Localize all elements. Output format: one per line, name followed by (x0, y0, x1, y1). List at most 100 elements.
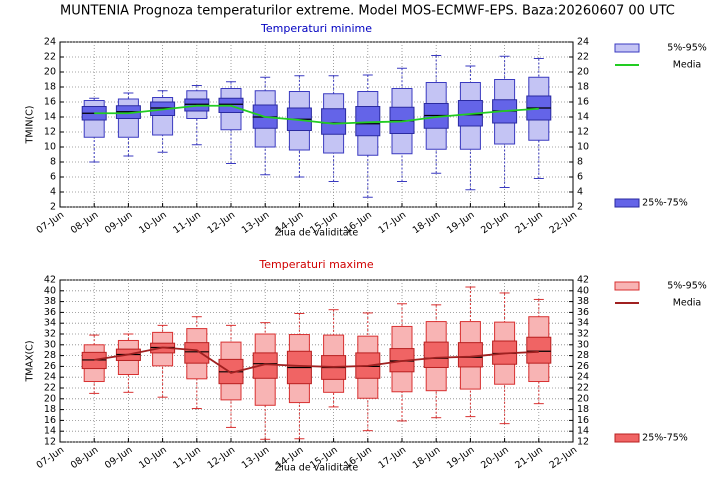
y-tick-label: 40 (44, 285, 56, 296)
y-tick-label: 12 (44, 437, 56, 448)
box-25-75 (184, 342, 210, 364)
x-tick-label: 19-Jun (445, 444, 477, 471)
y-tick-label: 2 (50, 202, 56, 213)
box-25-75 (526, 336, 552, 364)
y-tick-label: 8 (50, 157, 56, 168)
y-tick-label: 34 (577, 318, 589, 329)
x-tick-label: 22-Jun (548, 209, 580, 236)
y-tick-label: 24 (44, 372, 56, 383)
plot-frame (59, 279, 574, 443)
x-tick-label: 11-Jun (171, 444, 203, 471)
y-tick-label: 32 (577, 329, 589, 340)
x-tick-label: 21-Jun (513, 444, 545, 471)
box-25-75 (423, 341, 449, 368)
y-tick-label: 12 (577, 127, 589, 138)
y-tick-label: 26 (577, 361, 589, 372)
y-tick-label: 20 (44, 393, 56, 404)
y-tick-label: 28 (577, 350, 589, 361)
x-tick-label: 08-Jun (69, 444, 101, 471)
box-25-75 (457, 342, 483, 368)
legend-swatch (614, 43, 640, 53)
y-tick-label: 30 (44, 339, 56, 350)
y-tick-label: 16 (577, 415, 589, 426)
x-tick-label: 20-Jun (479, 209, 511, 236)
y-tick-label: 24 (577, 37, 589, 48)
box-25-75 (321, 108, 347, 135)
y-tick-label: 10 (44, 142, 56, 153)
y-tick-label: 12 (44, 127, 56, 138)
x-tick-label: 17-Jun (377, 444, 409, 471)
y-tick-label: 18 (44, 404, 56, 415)
x-tick-label: 18-Jun (411, 444, 443, 471)
y-tick-label: 16 (577, 97, 589, 108)
x-tick-label: 13-Jun (240, 444, 272, 471)
y-tick-label: 28 (44, 350, 56, 361)
y-tick-label: 16 (44, 97, 56, 108)
x-tick-label: 19-Jun (445, 209, 477, 236)
y-tick-label: 4 (577, 187, 583, 198)
x-axis-label: Ziua de validitate (275, 463, 359, 474)
x-tick-label: 17-Jun (377, 209, 409, 236)
y-tick-label: 6 (50, 172, 56, 183)
y-tick-label: 30 (577, 339, 589, 350)
y-tick-label: 20 (577, 393, 589, 404)
y-tick-label: 24 (44, 37, 56, 48)
legend-label: Media (673, 60, 702, 71)
x-tick-label: 21-Jun (513, 209, 545, 236)
x-axis-label: Ziua de validitate (275, 228, 359, 239)
legend-label: 25%-75% (642, 433, 688, 444)
legend-label: 25%-75% (642, 198, 688, 209)
x-tick-label: 20-Jun (479, 444, 511, 471)
page-title: MUNTENIA Prognoza temperaturilor extreme… (60, 4, 675, 19)
y-tick-label: 26 (44, 361, 56, 372)
mean-line (94, 346, 539, 374)
y-tick-label: 12 (577, 437, 589, 448)
y-tick-label: 14 (577, 112, 589, 123)
y-tick-label: 22 (44, 52, 56, 63)
x-tick-label: 10-Jun (137, 209, 169, 236)
x-tick-label: 11-Jun (171, 209, 203, 236)
y-tick-label: 38 (577, 296, 589, 307)
y-tick-label: 38 (44, 296, 56, 307)
legend-swatch (614, 198, 640, 208)
y-tick-label: 2 (577, 202, 583, 213)
y-axis-label: TMIN(C) (25, 106, 36, 145)
x-tick-label: 18-Jun (411, 209, 443, 236)
y-tick-label: 18 (577, 404, 589, 415)
box-25-75 (355, 106, 381, 137)
legend-label: 5%-95% (667, 43, 707, 54)
x-tick-label: 12-Jun (206, 444, 238, 471)
x-tick-label: 22-Jun (548, 444, 580, 471)
x-tick-label: 10-Jun (137, 444, 169, 471)
y-tick-label: 6 (577, 172, 583, 183)
y-tick-label: 18 (44, 82, 56, 93)
x-tick-label: 09-Jun (103, 444, 135, 471)
y-tick-label: 8 (577, 157, 583, 168)
y-tick-label: 16 (44, 415, 56, 426)
x-tick-label: 13-Jun (240, 209, 272, 236)
y-tick-label: 36 (44, 307, 56, 318)
y-tick-label: 20 (577, 67, 589, 78)
legend-label: 5%-95% (667, 281, 707, 292)
x-tick-label: 09-Jun (103, 209, 135, 236)
y-tick-label: 10 (577, 142, 589, 153)
y-tick-label: 40 (577, 285, 589, 296)
legend-swatch (614, 433, 640, 443)
y-tick-label: 42 (577, 275, 589, 286)
y-tick-label: 34 (44, 318, 56, 329)
y-tick-label: 14 (44, 112, 56, 123)
y-tick-label: 14 (577, 426, 589, 437)
y-tick-label: 36 (577, 307, 589, 318)
y-tick-label: 4 (50, 187, 56, 198)
y-axis-label: TMAX(C) (25, 340, 36, 382)
y-tick-label: 14 (44, 426, 56, 437)
panel-title: Temperaturi minime (260, 22, 372, 35)
y-tick-label: 22 (577, 52, 589, 63)
y-tick-label: 22 (44, 383, 56, 394)
plot-frame (59, 41, 574, 208)
y-tick-label: 24 (577, 372, 589, 383)
y-tick-label: 42 (44, 275, 56, 286)
y-tick-label: 22 (577, 383, 589, 394)
